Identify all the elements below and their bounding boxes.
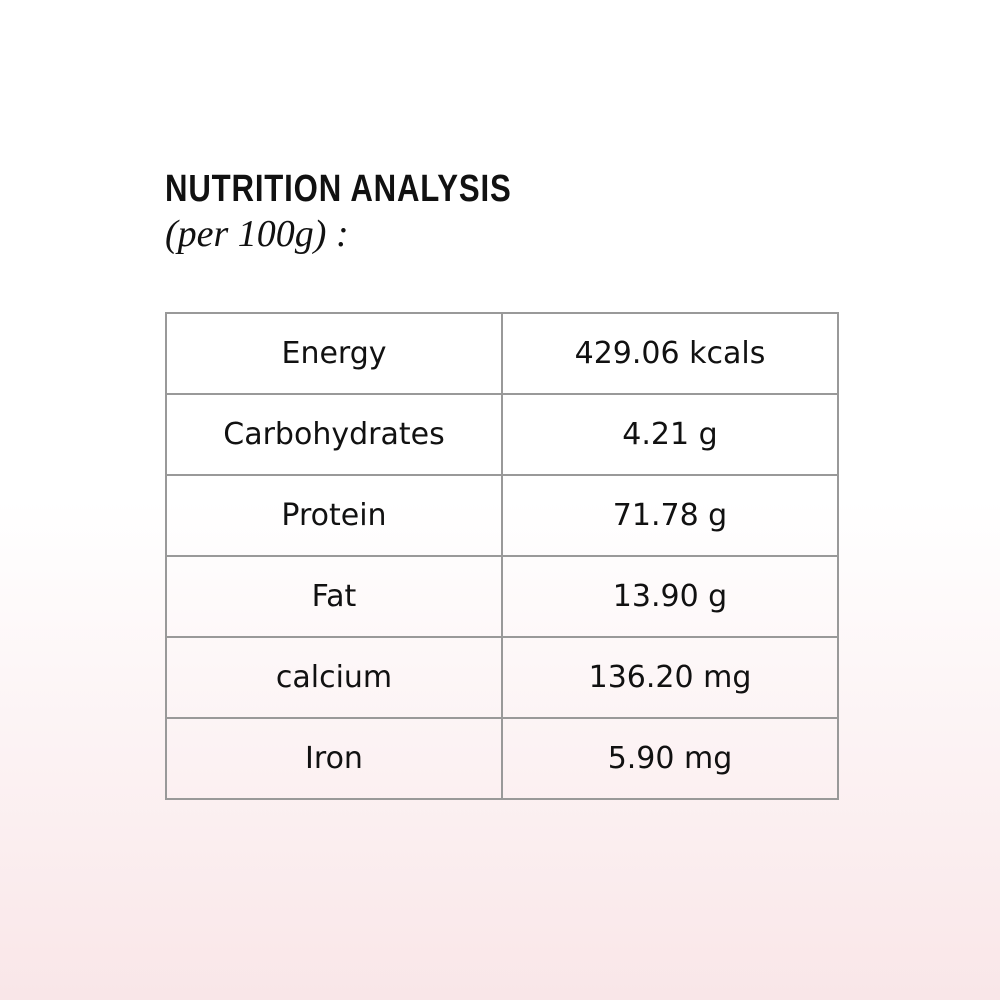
title: NUTRITION ANALYSIS (165, 168, 512, 210)
table-row: Iron 5.90 mg (165, 717, 839, 800)
nutrient-name: Fat (165, 555, 503, 638)
nutrient-value: 429.06 kcals (501, 312, 839, 395)
nutrient-value: 71.78 g (501, 474, 839, 557)
nutrient-name: Carbohydrates (165, 393, 503, 476)
nutrient-name: Iron (165, 717, 503, 800)
nutrient-value: 136.20 mg (501, 636, 839, 719)
nutrient-name: calcium (165, 636, 503, 719)
nutrient-value: 5.90 mg (501, 717, 839, 800)
table-row: calcium 136.20 mg (165, 636, 839, 719)
nutrient-name: Protein (165, 474, 503, 557)
table-row: Carbohydrates 4.21 g (165, 393, 839, 476)
nutrition-table: Energy 429.06 kcals Carbohydrates 4.21 g Pro… (165, 312, 839, 800)
table-row: Fat 13.90 g (165, 555, 839, 638)
nutrient-name: Energy (165, 312, 503, 395)
nutrient-value: 13.90 g (501, 555, 839, 638)
table-row: Protein 71.78 g (165, 474, 839, 557)
subtitle: (per 100g) : (165, 213, 349, 255)
nutrient-value: 4.21 g (501, 393, 839, 476)
table-row: Energy 429.06 kcals (165, 312, 839, 395)
